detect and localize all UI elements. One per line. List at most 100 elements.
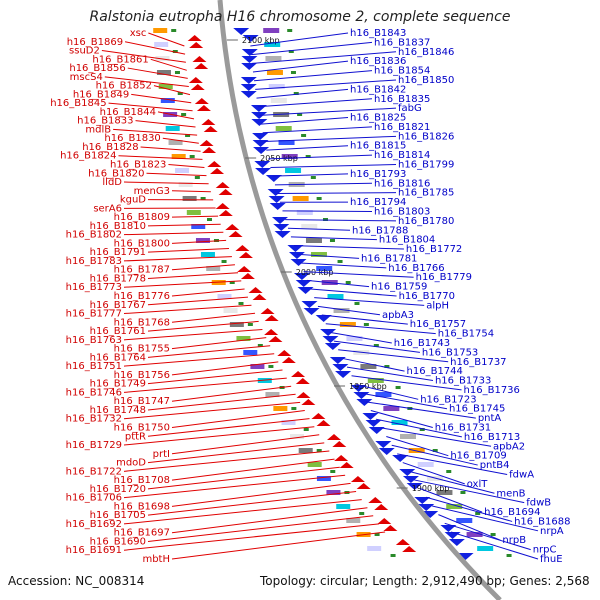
- gene-feature-reverse: [402, 476, 419, 483]
- feature-marker: [330, 470, 336, 473]
- feature-track-block: [375, 392, 392, 397]
- feature-track-block: [383, 406, 400, 411]
- feature-track-block: [285, 168, 302, 173]
- feature-track-block: [296, 210, 313, 215]
- gene-label: h16_B1825: [350, 113, 406, 124]
- gene-label: pntA: [478, 413, 502, 424]
- leader-line: [171, 410, 305, 428]
- gene-label: h16_B1814: [374, 150, 430, 161]
- gene-label: h16_B1698: [114, 501, 170, 512]
- leader-line: [157, 111, 195, 120]
- gene-label: nrpA: [540, 526, 564, 537]
- gene-label: h16_B1869: [67, 37, 123, 48]
- leader-line: [270, 164, 397, 168]
- gene-feature-forward: [295, 378, 310, 384]
- gene-label: h16_B1697: [114, 528, 170, 539]
- leader-line: [306, 279, 370, 288]
- leader-line: [171, 264, 235, 271]
- gene-feature-reverse: [335, 371, 352, 378]
- leader-line: [171, 312, 256, 323]
- gene-label: h16_B1816: [374, 178, 430, 189]
- leader-line: [168, 164, 205, 168]
- gene-feature-reverse: [268, 196, 285, 203]
- gene-label: h16_B1747: [114, 396, 170, 407]
- leader-line: [124, 41, 186, 55]
- leader-line: [438, 514, 501, 541]
- gene-label: h16_B1766: [388, 263, 444, 274]
- gene-feature-reverse: [273, 224, 290, 231]
- gene-feature-reverse: [422, 511, 439, 518]
- gene-label: pttR: [125, 431, 146, 442]
- gene-feature-forward: [368, 497, 383, 503]
- gene-feature-forward: [374, 504, 389, 510]
- gene-label: h16_B1691: [66, 545, 122, 556]
- gene-feature-forward: [235, 245, 250, 251]
- leader-line: [266, 145, 349, 151]
- gene-feature-reverse: [242, 35, 259, 42]
- gene-label: h16_B1736: [464, 385, 520, 396]
- feature-track-block: [175, 168, 190, 173]
- gene-feature-reverse: [287, 245, 304, 252]
- gene-feature-forward: [326, 434, 341, 440]
- feature-track-block: [292, 196, 309, 201]
- feature-marker: [297, 113, 303, 116]
- feature-track-block: [268, 84, 285, 89]
- feature-track-block: [154, 42, 169, 47]
- leader-line: [147, 320, 259, 332]
- gene-label: h16_B1799: [398, 160, 454, 171]
- feature-marker: [373, 344, 379, 347]
- gene-label: h16_B1756: [114, 370, 170, 381]
- leader-line: [314, 297, 425, 306]
- gene-label: mdlB: [85, 124, 111, 135]
- gene-feature-forward: [190, 84, 205, 90]
- leader-line: [414, 479, 525, 504]
- leader-line: [147, 248, 229, 253]
- gene-feature-reverse: [392, 455, 409, 462]
- feature-marker: [181, 113, 187, 116]
- gene-label: nrpB: [502, 535, 526, 546]
- feature-track-block: [195, 238, 210, 243]
- gene-label: h16_B1767: [90, 300, 146, 311]
- gene-feature-reverse: [444, 532, 461, 539]
- gene-feature-forward: [264, 315, 279, 321]
- gene-label: apbA3: [382, 310, 414, 321]
- feature-track-block: [298, 448, 313, 453]
- leader-line: [171, 239, 227, 244]
- leader-line: [254, 70, 373, 82]
- gene-feature-reverse: [399, 469, 416, 476]
- gene-label: h16_B1729: [66, 440, 122, 451]
- leader-line: [135, 120, 196, 128]
- leader-line: [171, 482, 351, 507]
- feature-track-block: [316, 476, 331, 481]
- leader-line: [147, 272, 239, 279]
- feature-track-block: [191, 224, 206, 229]
- gene-feature-reverse: [290, 259, 307, 266]
- feature-marker: [287, 29, 293, 32]
- gene-label: h16_B1842: [350, 84, 406, 95]
- leader-line: [293, 245, 404, 250]
- feature-track-block: [391, 420, 408, 425]
- gene-feature-reverse: [251, 112, 268, 119]
- feature-marker: [171, 29, 177, 32]
- leader-line: [375, 418, 462, 438]
- gene-feature-forward: [334, 455, 349, 461]
- gene-label: h16_B1849: [73, 89, 129, 100]
- feature-marker: [432, 449, 438, 452]
- gene-feature-reverse: [297, 287, 314, 294]
- gene-feature-reverse: [362, 413, 379, 420]
- gene-label: h16_B1810: [90, 221, 146, 232]
- leader-line: [147, 369, 283, 385]
- gene-label: h16_B1748: [90, 405, 146, 416]
- leader-line: [297, 253, 360, 259]
- feature-track-block: [165, 126, 180, 131]
- gene-feature-forward: [252, 294, 267, 300]
- feature-marker: [419, 428, 425, 431]
- leader-line: [360, 392, 448, 410]
- gene-label: h16_B1755: [114, 344, 170, 355]
- gene-label: h16_B1743: [394, 338, 450, 349]
- leader-line: [147, 296, 249, 306]
- leader-line: [333, 340, 420, 353]
- leader-line: [262, 126, 373, 134]
- gene-label: h16_B1737: [450, 357, 506, 368]
- accession-text: Accession: NC_008314: [8, 574, 145, 588]
